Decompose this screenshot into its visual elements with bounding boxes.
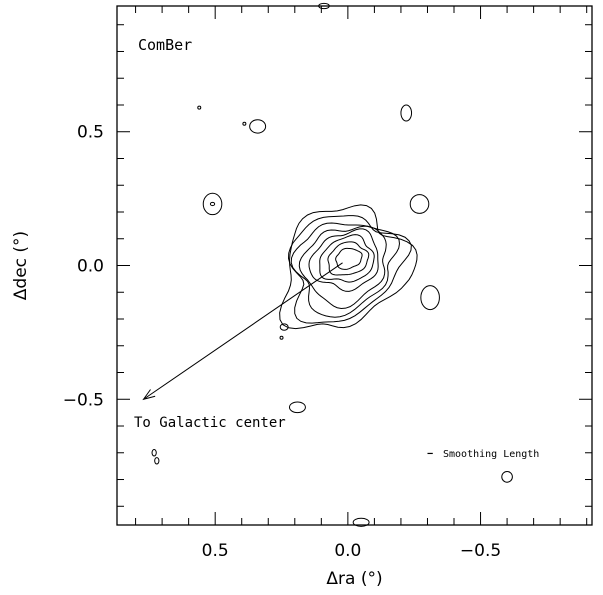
tick-labels: 0.5 0.0 −0.5 0.5 0.0 −0.5 [63,123,501,561]
contour-blob [151,449,157,457]
contour-blob [209,201,216,207]
central-contour [319,234,375,283]
annotation-smoothing-length: Smoothing Length [443,449,539,460]
central-contour [327,241,370,276]
y-tick-label: −0.5 [63,390,104,410]
contour-blob [288,401,306,414]
contour-blob [279,335,284,340]
central-contour [308,228,379,292]
contour-blob [420,285,440,311]
contour-blob [154,457,160,465]
galactic-center-arrow [142,262,343,401]
central-contour [298,225,387,310]
central-source-contours [279,204,418,330]
contour-layer [151,2,513,527]
x-tick-label: −0.5 [460,541,501,561]
contour-blob [197,105,202,110]
y-axis-label: Δdec (°) [11,231,31,300]
central-contour [290,222,400,318]
y-tick-label: 0.5 [77,123,104,143]
x-axis-label: Δra (°) [326,569,382,589]
contour-blob [202,192,223,216]
contour-blob [249,119,267,134]
x-tick-label: 0.0 [334,541,361,561]
y-tick-label: 0.0 [77,257,104,277]
x-tick-label: 0.5 [202,541,229,561]
arrow-head [142,389,156,401]
central-contour [335,247,363,270]
contour-blob [352,517,370,527]
arrow-shaft [143,262,343,400]
contour-blob [242,121,247,126]
contour-blob [400,104,413,122]
contour-blob [501,470,513,483]
contour-blob [409,194,430,214]
central-contour [279,204,418,330]
plot-frame [116,5,593,526]
axis-ticks [117,6,592,525]
annotation-galactic-center: To Galactic center [134,415,286,431]
chart-title: ComBer [138,36,192,54]
central-contour [288,215,412,324]
